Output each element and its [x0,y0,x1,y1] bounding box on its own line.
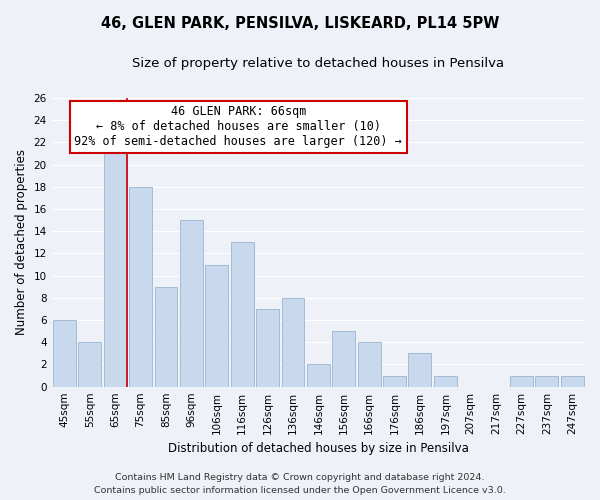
Bar [53,320,76,386]
Bar [535,376,559,386]
Y-axis label: Number of detached properties: Number of detached properties [15,150,28,336]
Bar [281,298,304,386]
Bar [129,187,152,386]
Bar [205,264,228,386]
Bar [510,376,533,386]
Bar [383,376,406,386]
Bar [155,287,178,386]
Text: 46, GLEN PARK, PENSILVA, LISKEARD, PL14 5PW: 46, GLEN PARK, PENSILVA, LISKEARD, PL14 … [101,16,499,31]
Text: Contains HM Land Registry data © Crown copyright and database right 2024.
Contai: Contains HM Land Registry data © Crown c… [94,474,506,495]
Bar [307,364,330,386]
Bar [409,354,431,386]
Bar [358,342,380,386]
Text: 46 GLEN PARK: 66sqm
← 8% of detached houses are smaller (10)
92% of semi-detache: 46 GLEN PARK: 66sqm ← 8% of detached hou… [74,106,402,148]
Bar [256,309,279,386]
Bar [180,220,203,386]
Title: Size of property relative to detached houses in Pensilva: Size of property relative to detached ho… [132,58,505,70]
Bar [231,242,254,386]
Bar [79,342,101,386]
Bar [434,376,457,386]
X-axis label: Distribution of detached houses by size in Pensilva: Distribution of detached houses by size … [168,442,469,455]
Bar [332,331,355,386]
Bar [104,142,127,386]
Bar [561,376,584,386]
